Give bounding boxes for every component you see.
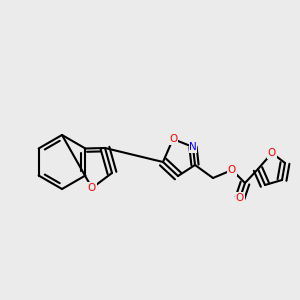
Text: N: N bbox=[189, 142, 197, 152]
Text: O: O bbox=[88, 183, 96, 193]
Text: O: O bbox=[268, 148, 276, 158]
Text: O: O bbox=[228, 165, 236, 175]
Text: O: O bbox=[169, 134, 177, 144]
Text: O: O bbox=[236, 193, 244, 203]
